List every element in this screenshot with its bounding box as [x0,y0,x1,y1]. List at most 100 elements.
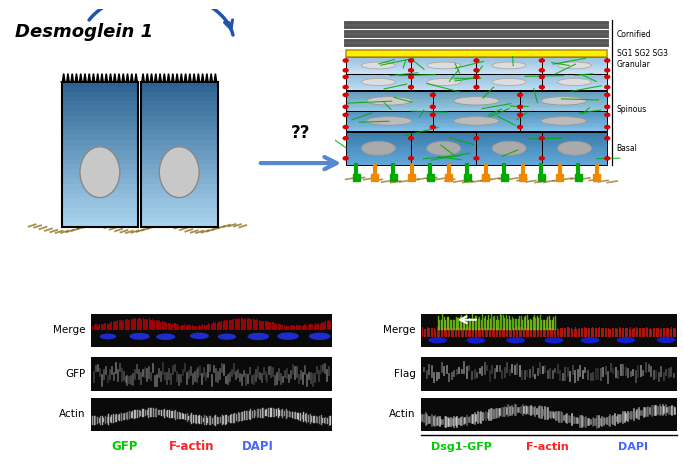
Polygon shape [542,149,607,151]
Circle shape [518,113,523,116]
Polygon shape [433,123,520,124]
Polygon shape [542,83,607,85]
Bar [464,173,471,181]
Polygon shape [411,75,477,77]
Polygon shape [345,101,433,103]
Ellipse shape [453,96,499,105]
Circle shape [605,69,609,72]
Polygon shape [433,93,520,95]
Polygon shape [345,110,433,112]
Polygon shape [345,60,411,62]
Polygon shape [411,138,477,140]
Polygon shape [520,95,607,96]
Polygon shape [433,106,520,108]
Text: Flag: Flag [394,369,415,379]
Polygon shape [62,217,138,223]
Polygon shape [520,123,607,124]
Polygon shape [542,162,607,165]
Polygon shape [411,153,477,156]
Polygon shape [141,222,218,227]
Polygon shape [345,67,411,68]
Polygon shape [345,131,411,134]
Circle shape [408,137,413,140]
Polygon shape [411,64,477,66]
Circle shape [343,137,348,140]
Polygon shape [411,82,477,84]
Polygon shape [520,105,607,107]
Circle shape [518,93,523,96]
Polygon shape [542,79,607,80]
Polygon shape [520,97,607,99]
Polygon shape [542,60,607,62]
Polygon shape [345,97,433,99]
Polygon shape [542,78,607,79]
Ellipse shape [657,337,676,343]
Polygon shape [542,140,607,143]
Text: Cornified: Cornified [617,29,651,39]
Polygon shape [542,136,607,138]
Polygon shape [345,85,411,87]
Polygon shape [141,164,218,169]
Polygon shape [542,73,607,75]
Polygon shape [520,109,607,111]
Polygon shape [477,133,542,136]
Polygon shape [433,101,520,103]
Polygon shape [477,85,542,87]
Circle shape [343,85,348,89]
Circle shape [408,157,413,160]
Polygon shape [542,75,607,77]
Polygon shape [345,153,411,156]
Polygon shape [345,147,411,150]
Circle shape [605,137,609,140]
Polygon shape [520,125,607,127]
Polygon shape [542,144,607,147]
Ellipse shape [361,62,395,69]
Polygon shape [345,79,411,80]
Polygon shape [477,81,542,82]
Polygon shape [62,82,138,87]
Polygon shape [345,120,433,122]
Polygon shape [345,105,433,107]
Circle shape [605,93,609,96]
Polygon shape [411,70,477,71]
Polygon shape [477,64,542,66]
Polygon shape [62,212,138,218]
Polygon shape [433,104,520,105]
Polygon shape [433,96,520,97]
Ellipse shape [453,116,499,125]
Text: ??: ?? [291,124,311,142]
Polygon shape [345,74,411,76]
Polygon shape [411,81,477,82]
Polygon shape [433,124,520,126]
Polygon shape [345,73,411,75]
Polygon shape [345,118,433,120]
Polygon shape [433,92,520,94]
Polygon shape [411,58,477,60]
Polygon shape [141,91,218,96]
Polygon shape [91,357,332,391]
Polygon shape [477,147,542,150]
Polygon shape [62,193,138,199]
Text: Granular: Granular [617,60,650,69]
Polygon shape [345,158,411,161]
Polygon shape [477,60,542,62]
Polygon shape [542,153,607,156]
Polygon shape [477,138,542,140]
Polygon shape [141,82,218,87]
Polygon shape [62,110,138,116]
Polygon shape [62,106,138,111]
Polygon shape [345,50,607,56]
Polygon shape [411,89,477,90]
Circle shape [430,105,435,109]
Polygon shape [411,160,477,163]
Polygon shape [520,121,607,123]
Polygon shape [542,58,607,60]
Polygon shape [62,135,138,140]
Polygon shape [542,66,607,67]
Ellipse shape [427,78,461,86]
Polygon shape [520,96,607,97]
Polygon shape [141,149,218,155]
Polygon shape [542,85,607,87]
Polygon shape [345,62,411,64]
Bar [519,173,526,181]
